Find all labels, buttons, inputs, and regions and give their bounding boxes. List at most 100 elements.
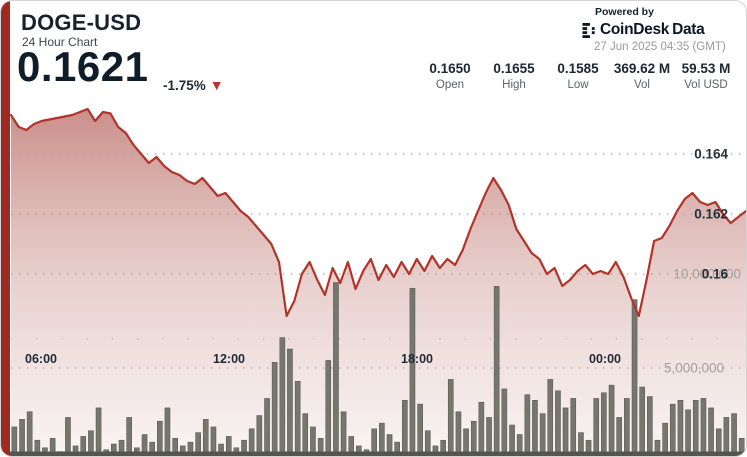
volume-bar	[172, 438, 178, 456]
price-tick-label: 0.162	[694, 207, 728, 222]
volume-bar	[271, 362, 278, 456]
volume-bar	[493, 286, 500, 456]
volume-bar	[317, 438, 324, 456]
volume-bar	[570, 398, 577, 456]
volume-bar	[509, 424, 515, 456]
volume-bar	[547, 379, 554, 456]
stat-value: 0.1585	[557, 61, 599, 76]
volume-bar	[287, 348, 293, 456]
price-line	[9, 107, 746, 318]
volume-bar	[417, 403, 423, 456]
price-tick-label: 0.16	[702, 267, 729, 282]
volume-bar	[202, 419, 209, 456]
volume-bar	[715, 428, 722, 456]
stat-label: Vol USD	[684, 79, 728, 91]
volume-bar	[601, 392, 607, 456]
volume-bar	[738, 438, 745, 456]
volume-bar	[700, 398, 707, 456]
volume-bar	[294, 381, 301, 456]
price-tick-label: 0.164	[694, 147, 728, 162]
stat-label: Low	[567, 79, 589, 91]
stat-label: Open	[435, 79, 465, 91]
coindesk-mark-icon	[582, 22, 595, 38]
volume-bar	[195, 432, 201, 456]
stat-value: 59.53 M	[681, 61, 731, 76]
volume-bar	[157, 420, 163, 456]
volume-bar	[325, 360, 332, 456]
stat-volume-usd: 59.53 M Vol USD	[674, 61, 738, 91]
volume-bar	[126, 417, 132, 456]
volume-bar	[248, 428, 255, 456]
volume-bar	[19, 419, 25, 456]
volume-bar	[463, 428, 469, 456]
volume-bar	[486, 417, 492, 456]
down-triangle-icon: ▼	[209, 77, 224, 93]
volume-bar	[279, 337, 286, 456]
volume-bar	[470, 420, 477, 456]
price-change-value: -1.75%	[163, 78, 206, 93]
stat-value: 369.62 M	[613, 61, 671, 76]
stat-value: 0.1650	[429, 61, 471, 76]
price-change: -1.75% ▼	[163, 77, 224, 93]
volume-bar	[455, 411, 462, 456]
stat-label: Vol	[634, 79, 650, 91]
volume-bar	[662, 422, 668, 456]
volume-bar	[11, 426, 18, 456]
volume-bar	[608, 384, 615, 456]
volume-bar	[141, 434, 148, 456]
volume-bar	[348, 436, 355, 456]
volume-bar	[532, 400, 538, 456]
volume-bar	[524, 394, 531, 456]
stat-value: 0.1655	[493, 61, 535, 76]
volume-bar	[478, 401, 485, 456]
brand-data: Data	[672, 21, 705, 38]
volume-bar	[631, 299, 638, 456]
volume-bar	[685, 409, 691, 456]
volume-bar	[302, 413, 309, 456]
coindesk-logo[interactable]: CoinDesk Data	[582, 21, 736, 39]
volume-bar	[264, 398, 270, 456]
data-timestamp: 27 Jun 2025 04:35 (GMT)	[594, 41, 726, 53]
powered-by-label: Powered by	[595, 6, 654, 18]
volume-bar	[723, 417, 730, 456]
volume-bar	[424, 430, 431, 456]
stat-low: 0.1585 Low	[546, 61, 610, 91]
volume-bar	[210, 426, 217, 456]
stat-open: 0.1650 Open	[418, 61, 482, 91]
volume-bar	[379, 422, 385, 456]
stat-label: High	[502, 79, 526, 91]
volume-bar	[26, 411, 33, 456]
x-axis-label: 12:00	[213, 352, 245, 366]
volume-bar	[256, 415, 263, 456]
volume-bar	[616, 417, 622, 456]
chart-subtitle: 24 Hour Chart	[22, 35, 98, 49]
volume-tick-label: 10,000,000	[673, 267, 741, 282]
x-axis-label: 00:00	[589, 352, 621, 366]
volume-bar	[65, 417, 71, 456]
volume-bar	[593, 398, 600, 456]
volume-bar	[539, 413, 546, 456]
volume-bar	[562, 407, 569, 456]
volume-bar	[639, 386, 645, 456]
volume-baseline	[10, 451, 746, 456]
volume-bar	[88, 430, 94, 456]
volume-bar	[669, 403, 676, 456]
volume-bar	[647, 396, 653, 456]
volume-bar	[692, 400, 699, 456]
volume-tick-label: 5,000,000	[664, 361, 724, 376]
volume-bar	[447, 379, 454, 456]
volume-bar	[578, 432, 584, 456]
volume-bar	[402, 400, 408, 456]
stat-high: 0.1655 High	[482, 61, 546, 91]
volume-bar	[225, 436, 232, 456]
powered-by-block: Powered by CoinDesk Data 27 Jun 2025 04:3…	[582, 6, 736, 53]
symbol-title: DOGE-USD	[21, 10, 142, 35]
volume-bar	[624, 398, 630, 456]
volume-bar	[164, 407, 171, 456]
volume-bar	[677, 400, 684, 456]
volume-bar	[731, 413, 737, 456]
x-axis-label: 06:00	[25, 352, 57, 366]
volume-bar	[371, 428, 377, 456]
area-fill	[11, 109, 746, 456]
